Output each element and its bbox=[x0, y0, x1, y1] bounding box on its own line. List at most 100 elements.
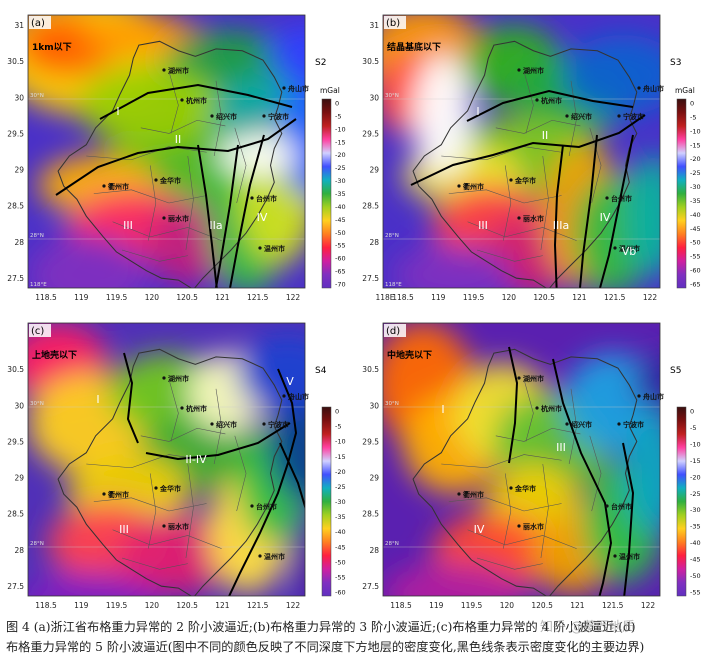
colorbar-tick: -20 bbox=[335, 151, 346, 159]
lon-tick: 119 bbox=[431, 293, 446, 302]
lat-tick: 28 bbox=[14, 238, 24, 247]
colorbar-tick: -40 bbox=[335, 528, 346, 536]
colorbar-tick: -30 bbox=[690, 506, 701, 514]
zone-label-iii: III bbox=[478, 219, 488, 232]
county-border bbox=[168, 71, 179, 134]
lat-tick: 30 bbox=[14, 401, 24, 410]
city-label: 杭州市 bbox=[186, 96, 207, 105]
county-border bbox=[495, 427, 581, 442]
grid-label-28n: 28°N bbox=[385, 541, 399, 547]
watermark: 知乎 @蒙西地质 bbox=[540, 620, 636, 635]
density-boundary bbox=[123, 352, 139, 444]
lon-tick: 119.5 bbox=[461, 601, 483, 610]
colorbar-tick: -15 bbox=[690, 141, 701, 149]
grid-label-118e: 118°E bbox=[385, 282, 402, 288]
density-boundary bbox=[622, 442, 635, 596]
colorbar-tick: -20 bbox=[690, 473, 701, 481]
colorbar-tick: -25 bbox=[335, 164, 346, 172]
county-border bbox=[441, 146, 562, 161]
city-label: 杭州市 bbox=[186, 404, 207, 413]
colorbar-tick: -5 bbox=[690, 113, 696, 121]
colorbar-tick: -35 bbox=[690, 523, 701, 531]
city-dot bbox=[162, 524, 166, 528]
grid-label-30n: 30°N bbox=[30, 401, 44, 407]
county-border bbox=[93, 497, 207, 512]
series-code: S3 bbox=[670, 58, 681, 68]
lat-tick: 30.5 bbox=[362, 57, 379, 66]
city-label: 宁波市 bbox=[623, 112, 644, 121]
county-border bbox=[448, 497, 562, 512]
lon-tick: 120.5 bbox=[176, 293, 198, 302]
density-boundary bbox=[552, 358, 613, 596]
colorbar bbox=[321, 98, 332, 289]
city-label: 金华市 bbox=[514, 176, 536, 185]
colorbar-tick: -60 bbox=[690, 267, 701, 275]
colorbar-tick: -40 bbox=[690, 211, 701, 219]
colorbar-tick: -30 bbox=[690, 183, 701, 191]
density-boundaries bbox=[508, 346, 635, 596]
field-blob bbox=[28, 235, 148, 288]
density-boundary bbox=[214, 144, 239, 288]
city-dot bbox=[210, 422, 214, 426]
city-dot bbox=[162, 68, 166, 72]
lat-tick: 29.5 bbox=[7, 129, 24, 138]
lon-tick: 121 bbox=[570, 601, 585, 610]
county-border bbox=[589, 127, 602, 204]
city-dot bbox=[617, 114, 621, 118]
colorbar-tick: -55 bbox=[690, 589, 701, 597]
colorbar-tick: -30 bbox=[335, 177, 346, 185]
colorbar bbox=[676, 406, 687, 597]
lon-tick: 118.5 bbox=[392, 293, 414, 302]
city-label: 绍兴市 bbox=[216, 112, 237, 121]
caption-line-1: 图 4 (a)浙江省布格重力异常的 2 阶小波逼近;(b)布格重力异常的 3 阶… bbox=[6, 620, 636, 634]
anomaly-field bbox=[28, 323, 305, 596]
lon-tick: 120.5 bbox=[531, 601, 553, 610]
lat-tick: 29 bbox=[369, 474, 379, 483]
city-label: 湖州市 bbox=[523, 66, 544, 75]
colorbar-tick: 0 bbox=[690, 100, 694, 108]
map-frame bbox=[382, 322, 661, 597]
province-outline bbox=[412, 348, 638, 596]
grid-label-118e: 118°E bbox=[30, 282, 47, 288]
colorbar-unit: mGal bbox=[320, 86, 340, 95]
field-blobs bbox=[28, 323, 305, 596]
panel-letter: (a) bbox=[31, 18, 45, 29]
colorbar-tick: -10 bbox=[690, 127, 701, 135]
county-border bbox=[467, 221, 577, 241]
city-label: 宁波市 bbox=[268, 420, 289, 429]
field-blob bbox=[413, 55, 473, 175]
city-label: 舟山市 bbox=[288, 84, 309, 93]
grid-label-28n: 28°N bbox=[30, 541, 44, 547]
colorbar-tick: 0 bbox=[690, 408, 694, 416]
city-label: 金华市 bbox=[514, 484, 536, 493]
grid-label-30n: 30°N bbox=[30, 93, 44, 99]
lon-tick: 120.5 bbox=[533, 293, 555, 302]
city-label: 衢州市 bbox=[108, 490, 129, 499]
colorbar-tick: -55 bbox=[690, 253, 701, 261]
county-border bbox=[86, 146, 207, 161]
zone-label-i: I bbox=[96, 393, 99, 406]
city-dot bbox=[517, 376, 521, 380]
density-boundary bbox=[410, 114, 646, 186]
city-dot bbox=[509, 178, 513, 182]
panel-b: 湖州市 杭州市 绍兴市 宁波市 金华市 衢州市 丽水市 台州市 温州市 舟山市 I II III IIIa… bbox=[355, 3, 710, 308]
county-border bbox=[503, 473, 512, 549]
colorbar-tick: -25 bbox=[690, 169, 701, 177]
city-dot bbox=[535, 406, 539, 410]
colorbar-tick: -50 bbox=[690, 239, 701, 247]
lat-tick: 27.5 bbox=[7, 274, 24, 283]
colorbar-tick: -25 bbox=[690, 490, 701, 498]
field-blob bbox=[268, 25, 305, 85]
city-dot bbox=[517, 524, 521, 528]
lat-tick: 29 bbox=[369, 166, 379, 175]
density-boundary bbox=[553, 144, 564, 288]
zone-label-iiia: IIIa bbox=[553, 219, 569, 232]
colorbar-tick: -55 bbox=[335, 573, 346, 581]
county-border bbox=[148, 165, 157, 241]
lon-tick: 121.5 bbox=[247, 293, 269, 302]
city-dot bbox=[605, 504, 609, 508]
lon-tick: 119.5 bbox=[106, 601, 128, 610]
grid-label-28n: 28°N bbox=[30, 233, 44, 239]
